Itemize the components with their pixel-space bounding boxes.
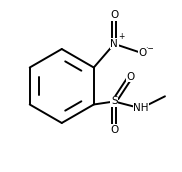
Text: S: S bbox=[111, 96, 118, 106]
Text: NH: NH bbox=[133, 103, 149, 113]
Text: O: O bbox=[139, 48, 147, 58]
Text: O: O bbox=[110, 10, 118, 20]
Text: O: O bbox=[126, 72, 135, 82]
Text: +: + bbox=[118, 32, 125, 41]
Text: ·−: ·− bbox=[145, 44, 154, 53]
Text: O: O bbox=[110, 125, 118, 135]
Text: N: N bbox=[110, 39, 118, 49]
